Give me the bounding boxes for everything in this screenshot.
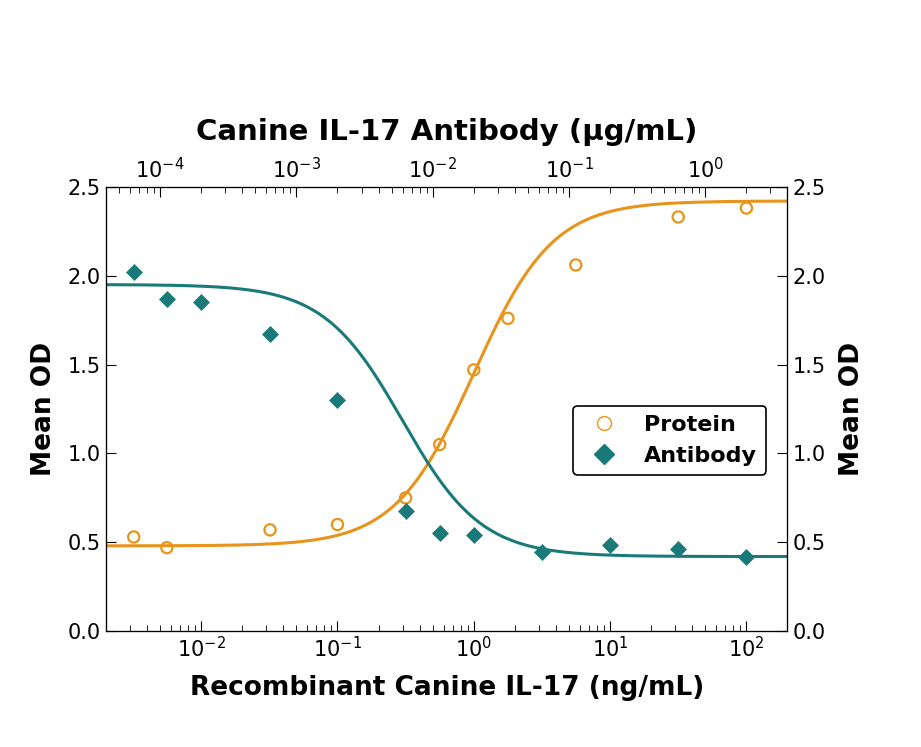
Legend: Protein, Antibody: Protein, Antibody	[573, 406, 766, 474]
Point	[432, 527, 447, 539]
Point	[398, 505, 413, 517]
Point	[432, 438, 447, 450]
Point	[126, 266, 141, 278]
Point	[670, 211, 685, 223]
Point	[330, 518, 344, 530]
Point	[159, 542, 174, 554]
Point	[739, 202, 753, 214]
Point	[330, 394, 344, 406]
Point	[126, 531, 141, 543]
Point	[159, 293, 174, 305]
X-axis label: Recombinant Canine IL-17 (ng/mL): Recombinant Canine IL-17 (ng/mL)	[190, 675, 704, 701]
Point	[501, 312, 516, 324]
Point	[670, 544, 685, 556]
Point	[398, 492, 413, 503]
Point	[262, 329, 277, 341]
Point	[466, 364, 481, 376]
Point	[534, 546, 549, 558]
Point	[602, 539, 617, 551]
Point	[466, 529, 481, 541]
X-axis label: Canine IL-17 Antibody (μg/mL): Canine IL-17 Antibody (μg/mL)	[196, 118, 697, 146]
Y-axis label: Mean OD: Mean OD	[839, 342, 866, 476]
Point	[739, 551, 753, 562]
Point	[568, 259, 583, 271]
Y-axis label: Mean OD: Mean OD	[30, 342, 57, 476]
Point	[193, 297, 208, 309]
Point	[262, 524, 277, 536]
